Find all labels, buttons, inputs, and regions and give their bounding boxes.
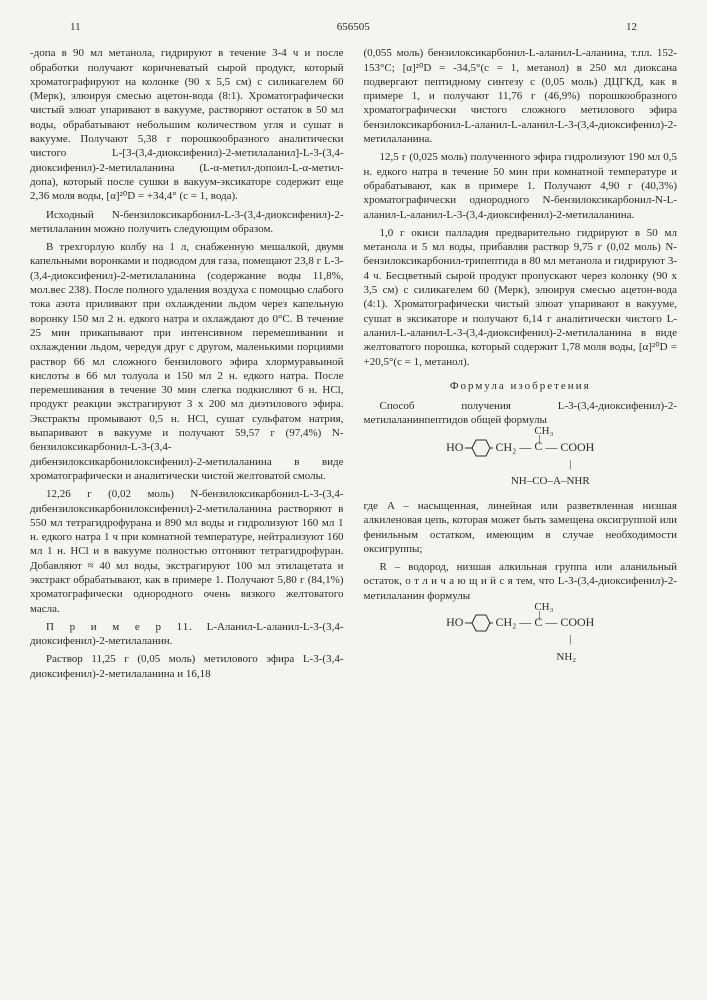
left-column: -допа в 90 мл метанола, гидрируют в тече… [30, 46, 344, 681]
formula-ch3: CH₃ [534, 599, 553, 617]
page-number-left: 11 [70, 20, 81, 34]
formula-ch2: CH₂ [495, 439, 516, 453]
formula-nh2: NH₂ [556, 651, 576, 663]
paragraph: В трехгорлую колбу на 1 л, снабженную ме… [30, 240, 344, 483]
formula-ch3: CH₃ [534, 423, 553, 441]
paragraph: П р и м е р 11. L-Аланил-L-аланил-L-3-(3… [30, 620, 344, 649]
paragraph: Способ получения L-3-(3,4-диоксифенил)-2… [364, 399, 678, 428]
paragraph: где A – насыщенная, линейная или разветв… [364, 499, 678, 556]
benzene-ring-icon [465, 611, 493, 635]
formula-ho: HO [446, 439, 463, 453]
formula-ch2: CH₂ [495, 615, 516, 629]
formula-cooh: COOH [560, 439, 594, 453]
paragraph: Раствор 11,25 г (0,05 моль) метилового э… [30, 652, 344, 681]
document-number: 656505 [337, 20, 370, 34]
paragraph: 12,26 г (0,02 моль) N-бензилоксикарбонил… [30, 487, 344, 616]
paragraph: 1,0 г окиси палладия предварительно гидр… [364, 226, 678, 369]
chemical-formula-1: HOCH₂ — CH₃|C — COOH | NH–CO–A–NHR [364, 436, 678, 491]
paragraph: (0,055 моль) бензилоксикарбонил-L-аланил… [364, 46, 678, 146]
formula-nh-chain: NH–CO–A–NHR [511, 475, 590, 487]
formula-heading: Формула изобретения [364, 379, 678, 393]
formula-cooh: COOH [560, 615, 594, 629]
chemical-formula-2: HOCH₂ — CH₃|C — COOH | NH₂ [364, 611, 678, 666]
formula-ho: HO [446, 615, 463, 629]
benzene-ring-icon [465, 436, 493, 460]
page-number-right: 12 [626, 20, 637, 34]
paragraph: -допа в 90 мл метанола, гидрируют в тече… [30, 46, 344, 203]
right-column: (0,055 моль) бензилоксикарбонил-L-аланил… [364, 46, 678, 666]
paragraph: Исходный N-бензилоксикарбонил-L-3-(3,4-д… [30, 208, 344, 237]
paragraph: R – водород, низшая алкильная группа или… [364, 560, 678, 603]
example-label: П р и м е р 11. [46, 621, 193, 633]
paragraph: 12,5 г (0,025 моль) полученного эфира ги… [364, 150, 678, 221]
